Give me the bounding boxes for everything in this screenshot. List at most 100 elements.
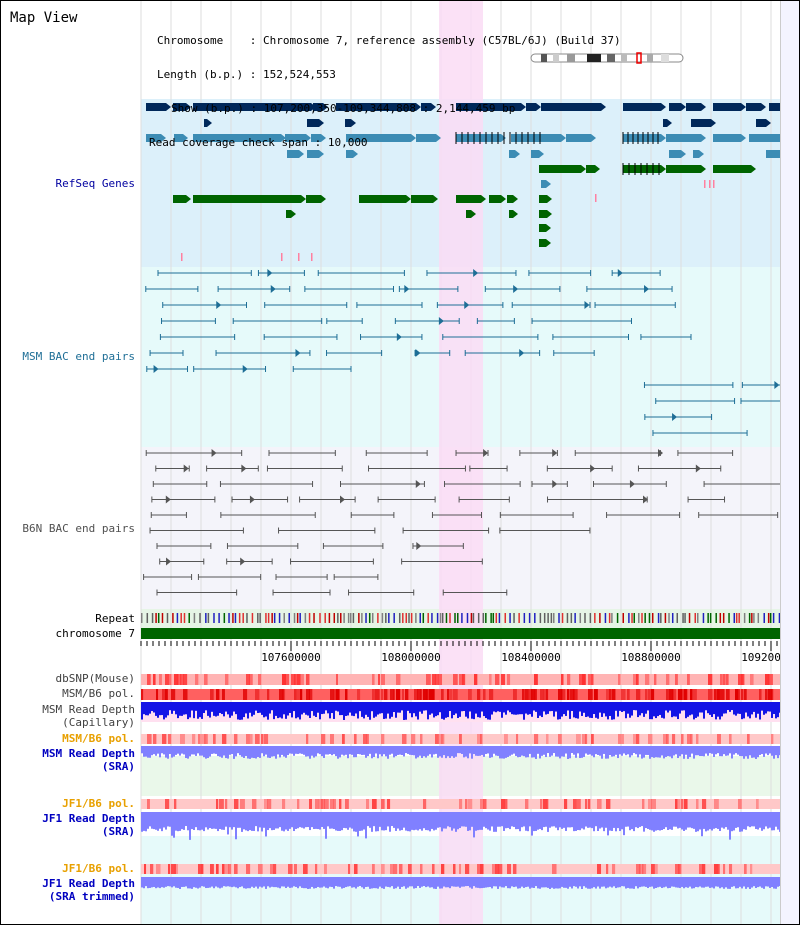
heat-mark bbox=[354, 864, 358, 874]
track-label-jf1-b6-pol-2[interactable]: JF1/B6 pol. bbox=[62, 862, 135, 875]
depth-bar bbox=[751, 702, 753, 715]
depth-bar bbox=[603, 702, 605, 714]
depth-bar bbox=[315, 877, 317, 889]
heat-mark bbox=[402, 689, 405, 700]
repeat-mark bbox=[361, 613, 363, 623]
track-label-refseq[interactable]: RefSeq Genes bbox=[56, 177, 135, 190]
track-label-msm-b6-pol-2[interactable]: MSM/B6 pol. bbox=[62, 732, 135, 745]
depth-bar bbox=[355, 812, 357, 832]
track-label-dbsnp[interactable]: dbSNP(Mouse) bbox=[56, 672, 135, 685]
repeat-mark bbox=[308, 613, 311, 623]
depth-bar bbox=[721, 746, 723, 757]
vertical-scrollbar[interactable] bbox=[780, 1, 799, 924]
depth-bar bbox=[265, 702, 267, 717]
depth-bar bbox=[299, 812, 301, 828]
depth-bar bbox=[541, 877, 543, 888]
depth-bar bbox=[777, 877, 779, 887]
heat-mark bbox=[639, 864, 644, 874]
repeat-mark bbox=[738, 613, 740, 623]
depth-bar bbox=[499, 746, 501, 759]
depth-bar bbox=[419, 877, 421, 888]
depth-bar bbox=[487, 702, 489, 720]
heat-mark bbox=[372, 674, 375, 685]
depth-bar bbox=[673, 702, 675, 717]
heat-mark bbox=[708, 674, 713, 685]
gene-arrow bbox=[301, 195, 306, 203]
track-label-msm-b6-pol[interactable]: MSM/B6 pol. bbox=[62, 687, 135, 700]
depth-bar bbox=[607, 812, 609, 836]
heat-mark bbox=[420, 864, 423, 874]
depth-bar bbox=[359, 812, 361, 831]
depth-bar bbox=[629, 812, 631, 831]
snp-mark bbox=[311, 253, 313, 261]
gene-arrow bbox=[741, 103, 746, 111]
repeat-mark bbox=[449, 613, 451, 623]
depth-bar bbox=[361, 812, 363, 831]
gene-arrow bbox=[353, 150, 358, 158]
depth-bar bbox=[205, 812, 207, 828]
depth-bar bbox=[153, 812, 155, 830]
depth-bar bbox=[431, 877, 433, 888]
depth-bar bbox=[367, 877, 369, 887]
depth-bar bbox=[225, 812, 227, 827]
snp-mark bbox=[181, 253, 183, 261]
track-label-jf1-depth-sra[interactable]: JF1 Read Depth bbox=[42, 812, 135, 825]
depth-bar bbox=[289, 877, 291, 888]
depth-bar bbox=[515, 812, 517, 830]
depth-bar bbox=[541, 812, 543, 831]
repeat-mark bbox=[622, 613, 625, 623]
depth-bar bbox=[357, 702, 359, 719]
heat-mark bbox=[432, 864, 435, 874]
track-label-jf1-depth-trimmed[interactable]: JF1 Read Depth bbox=[42, 877, 135, 890]
track-label-msm-depth-sra[interactable]: MSM Read Depth bbox=[42, 747, 135, 760]
depth-bar bbox=[511, 746, 513, 755]
heat-mark bbox=[666, 674, 670, 685]
track-label-b6n-bac[interactable]: B6N BAC end pairs bbox=[22, 522, 135, 535]
depth-bar bbox=[539, 746, 541, 759]
depth-bar bbox=[683, 746, 685, 759]
depth-bar bbox=[525, 746, 527, 758]
heat-mark bbox=[321, 799, 325, 809]
gene-bar bbox=[346, 134, 411, 142]
depth-bar bbox=[329, 702, 331, 719]
heat-tracks bbox=[141, 674, 785, 889]
depth-bar bbox=[753, 877, 755, 887]
depth-bar bbox=[645, 702, 647, 714]
depth-bar bbox=[703, 877, 705, 888]
track-label-msm-bac[interactable]: MSM BAC end pairs bbox=[22, 350, 135, 363]
depth-bar bbox=[353, 702, 355, 717]
depth-bar bbox=[621, 702, 623, 712]
depth-bar bbox=[497, 702, 499, 712]
heat-mark bbox=[381, 864, 385, 874]
heat-mark bbox=[330, 734, 334, 744]
heat-mark bbox=[756, 799, 759, 809]
gene-arrow bbox=[661, 103, 666, 111]
depth-bar bbox=[165, 812, 167, 830]
heat-mark bbox=[393, 864, 398, 874]
heat-mark bbox=[156, 864, 161, 874]
heat-mark bbox=[426, 674, 431, 685]
depth-bar bbox=[489, 746, 491, 758]
track-label-repeat[interactable]: Repeat bbox=[95, 612, 135, 625]
heat-mark bbox=[576, 799, 581, 809]
depth-bar bbox=[325, 812, 327, 839]
heat-mark bbox=[270, 864, 274, 874]
depth-bar bbox=[381, 702, 383, 714]
gene-bar bbox=[489, 195, 501, 203]
track-label-msm-depth-capillary[interactable]: MSM Read Depth bbox=[42, 703, 135, 716]
depth-bar bbox=[385, 702, 387, 719]
gene-arrow bbox=[291, 210, 296, 218]
depth-bar bbox=[287, 702, 289, 716]
depth-bar bbox=[563, 702, 565, 715]
depth-bar bbox=[657, 812, 659, 831]
track-label-jf1-b6-pol[interactable]: JF1/B6 pol. bbox=[62, 797, 135, 810]
bac-arrow bbox=[629, 480, 635, 488]
gene-bar bbox=[539, 195, 547, 203]
depth-bar bbox=[443, 702, 445, 720]
heat-mark bbox=[642, 864, 647, 874]
depth-bar bbox=[425, 812, 427, 831]
depth-bar bbox=[771, 746, 773, 756]
depth-bar bbox=[191, 702, 193, 711]
heat-mark bbox=[243, 689, 248, 700]
depth-bar bbox=[303, 812, 305, 829]
